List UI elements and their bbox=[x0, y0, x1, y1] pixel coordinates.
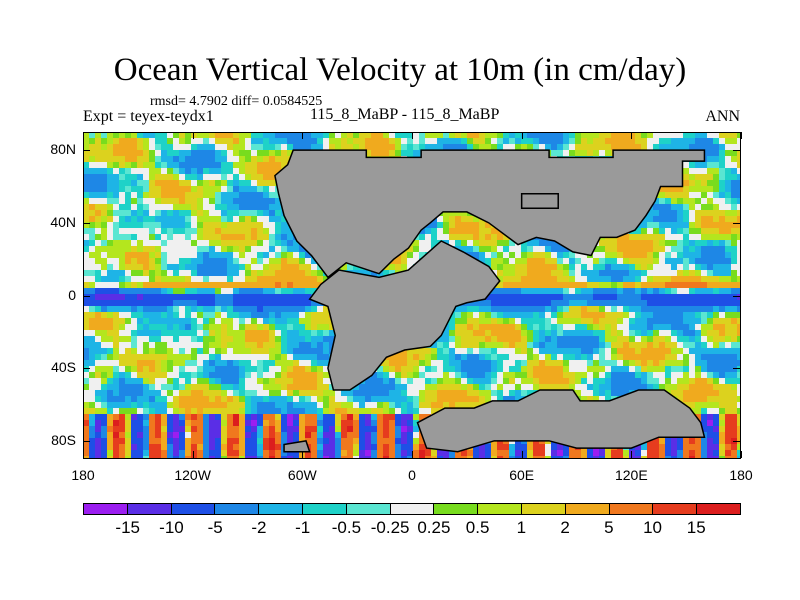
colorbar-swatch bbox=[565, 504, 610, 514]
colorbar-swatch bbox=[521, 504, 566, 514]
colorbar-label: -15 bbox=[115, 518, 140, 537]
y-tick-mark bbox=[83, 150, 90, 152]
y-tick-mark bbox=[83, 440, 90, 442]
colorbar-swatch bbox=[390, 504, 435, 514]
x-tick-mark bbox=[302, 451, 304, 458]
x-tick-mark bbox=[192, 132, 194, 139]
y-tick-mark bbox=[733, 150, 740, 152]
colorbar-label: -2 bbox=[251, 518, 267, 537]
small-south-island bbox=[283, 439, 311, 453]
velocity-map bbox=[83, 132, 741, 459]
colorbar-label: 1 bbox=[516, 518, 527, 537]
colorbar-swatch bbox=[302, 504, 347, 514]
y-tick-label: 40N bbox=[50, 213, 76, 230]
rmsd-diff-stats: rmsd= 4.7902 diff= 0.0584525 bbox=[150, 94, 323, 109]
colorbar-label: -5 bbox=[207, 518, 223, 537]
x-tick-label: 60E bbox=[509, 467, 535, 483]
velocity-field bbox=[83, 132, 741, 459]
y-tick-label: 80S bbox=[51, 431, 76, 448]
period-label: 115_8_MaBP - 115_8_MaBP bbox=[310, 106, 500, 123]
x-tick-mark bbox=[631, 451, 633, 458]
colorbar-label: 10 bbox=[643, 518, 662, 537]
colorbar-label: 2 bbox=[560, 518, 570, 537]
x-tick-label: 120E bbox=[614, 467, 648, 483]
y-tick-mark bbox=[733, 222, 740, 224]
colorbar-swatch bbox=[215, 504, 260, 514]
colorbar-swatch bbox=[127, 504, 172, 514]
colorbar-swatch bbox=[84, 504, 128, 514]
x-tick-mark bbox=[83, 132, 84, 139]
colorbar-swatch bbox=[478, 504, 522, 514]
colorbar bbox=[83, 503, 741, 515]
x-tick-mark bbox=[412, 451, 413, 458]
map-title: Ocean Vertical Velocity at 10m (in cm/da… bbox=[113, 52, 687, 88]
season-label: ANN bbox=[705, 108, 740, 125]
x-tick-mark bbox=[302, 132, 304, 139]
colorbar-swatch bbox=[653, 504, 698, 514]
y-tick-mark bbox=[83, 368, 90, 370]
x-tick-mark bbox=[521, 132, 523, 139]
y-tick-mark bbox=[733, 368, 740, 370]
x-tick-label: 120W bbox=[174, 467, 211, 483]
x-tick-mark bbox=[741, 132, 742, 139]
siberia-fragment bbox=[520, 193, 559, 210]
x-tick-mark bbox=[631, 132, 633, 139]
x-tick-label: 60W bbox=[287, 467, 317, 483]
south-polar-landmass bbox=[416, 389, 706, 453]
colorbar-swatch bbox=[171, 504, 216, 514]
colorbar-label: 0.25 bbox=[417, 518, 451, 537]
x-tick-mark bbox=[192, 451, 194, 458]
colorbar-swatch bbox=[434, 504, 479, 514]
y-tick-mark bbox=[83, 295, 90, 297]
y-tick-label: 80N bbox=[50, 141, 76, 158]
colorbar-swatch bbox=[609, 504, 654, 514]
x-tick-mark bbox=[83, 451, 84, 458]
colorbar-label: -1 bbox=[295, 518, 311, 537]
colorbar-label: -0.5 bbox=[331, 518, 362, 537]
laurasia-landmass bbox=[274, 149, 706, 279]
x-tick-label: 0 bbox=[408, 467, 416, 483]
x-tick-label: 180 bbox=[71, 467, 95, 483]
colorbar-label: 0.5 bbox=[465, 518, 490, 537]
colorbar-label: 5 bbox=[604, 518, 614, 537]
x-tick-mark bbox=[521, 451, 523, 458]
colorbar-label: -0.25 bbox=[370, 518, 410, 537]
x-tick-mark bbox=[412, 132, 413, 139]
gondwana-landmass bbox=[308, 240, 501, 391]
y-tick-mark bbox=[733, 295, 740, 297]
colorbar-swatch bbox=[346, 504, 391, 514]
colorbar-label: -10 bbox=[159, 518, 184, 537]
colorbar-label: 15 bbox=[686, 518, 706, 537]
colorbar-swatch bbox=[697, 504, 740, 514]
y-tick-label: 0 bbox=[68, 286, 76, 303]
colorbar-swatch bbox=[259, 504, 303, 514]
x-tick-label: 180 bbox=[729, 467, 753, 483]
x-tick-mark bbox=[741, 451, 742, 458]
y-tick-mark bbox=[83, 222, 90, 224]
y-tick-label: 40S bbox=[51, 359, 76, 376]
experiment-label: Expt = teyex-teydx1 bbox=[83, 108, 214, 125]
y-tick-mark bbox=[733, 440, 740, 442]
